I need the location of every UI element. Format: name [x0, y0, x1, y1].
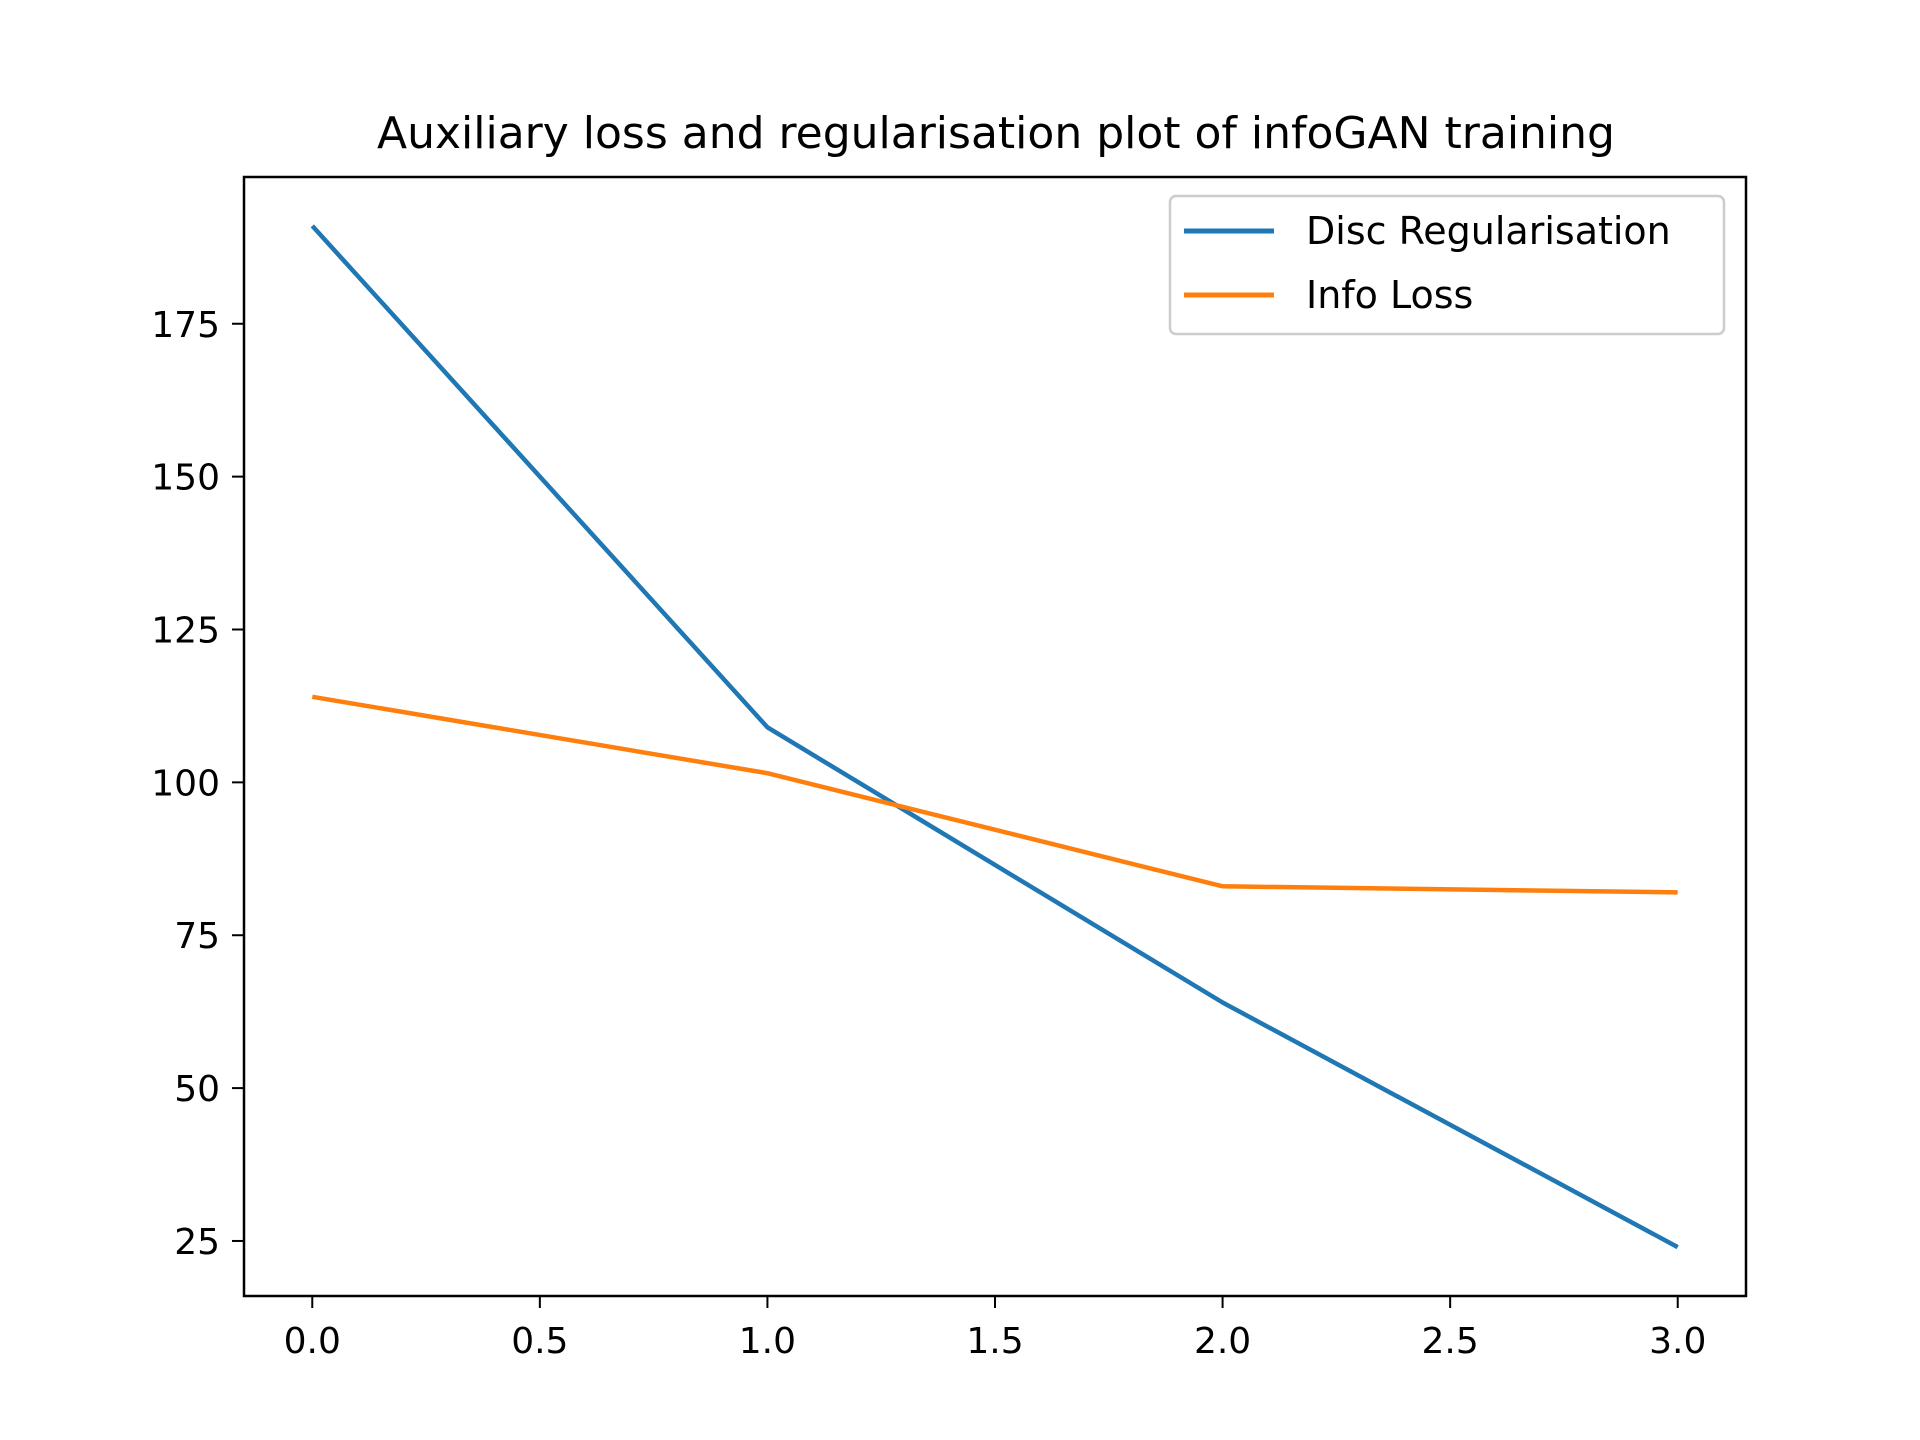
x-tick-label: 2.0 — [1194, 1321, 1251, 1362]
axes-frame — [242, 175, 1748, 1298]
legend: Disc Regularisation Info Loss — [1168, 194, 1726, 336]
x-tick-label: 0.0 — [284, 1321, 341, 1362]
plot-area: 0.0 0.5 1.0 1.5 2.0 2.5 3.0 25 50 75 100 125 150 175 — [151, 224, 1706, 1362]
y-tick-label: 50 — [174, 1069, 220, 1110]
y-tick-label: 75 — [174, 916, 220, 957]
legend-label-disc-regularisation: Disc Regularisation — [1306, 209, 1671, 253]
x-tick-label: 1.0 — [739, 1321, 796, 1362]
y-tick-label: 150 — [151, 458, 220, 499]
y-tick-label: 125 — [151, 610, 220, 651]
x-tick-label: 2.5 — [1422, 1321, 1479, 1362]
x-tick-label: 0.5 — [511, 1321, 568, 1362]
y-tick-label: 100 — [151, 763, 220, 804]
x-tick-label: 3.0 — [1649, 1321, 1706, 1362]
series-line-info-loss — [311, 694, 1678, 895]
series-line-disc-regularisation — [310, 224, 1679, 1250]
x-tick-label: 1.5 — [966, 1321, 1023, 1362]
chart-title: Auxiliary loss and regularisation plot o… — [377, 108, 1615, 159]
legend-box — [1168, 194, 1726, 336]
y-tick-label: 25 — [174, 1222, 220, 1263]
legend-label-info-loss: Info Loss — [1306, 273, 1473, 317]
y-tick-label: 175 — [151, 305, 220, 346]
